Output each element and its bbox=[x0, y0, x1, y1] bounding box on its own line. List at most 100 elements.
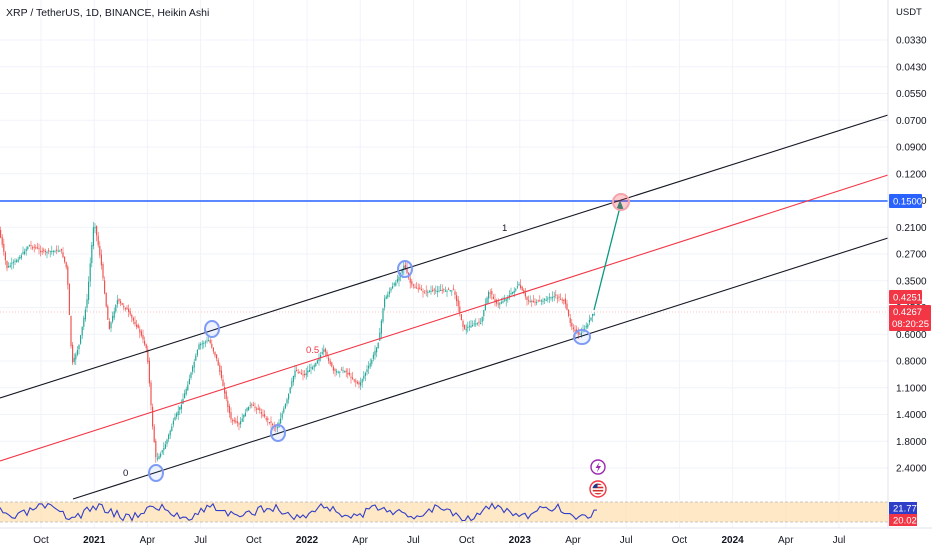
candle-body bbox=[433, 289, 435, 291]
candle-body bbox=[401, 269, 403, 273]
candle-body bbox=[515, 288, 517, 291]
candle-body bbox=[451, 290, 453, 292]
candle-body bbox=[195, 355, 197, 361]
candle-body bbox=[347, 372, 349, 375]
candle-body bbox=[209, 340, 211, 343]
candle-body bbox=[430, 290, 432, 292]
candle-body bbox=[585, 325, 587, 328]
candle-body bbox=[52, 250, 54, 252]
channel-mid-line[interactable] bbox=[0, 174, 889, 462]
candle-body bbox=[448, 288, 450, 290]
candle-body bbox=[248, 406, 250, 411]
candle-body bbox=[348, 372, 350, 375]
candle-body bbox=[65, 261, 67, 268]
us-flag-event-icon[interactable] bbox=[589, 480, 607, 498]
price-tick-label: 0.6000 bbox=[896, 330, 927, 341]
candle-body bbox=[571, 322, 573, 327]
channel-lower-line[interactable] bbox=[72, 237, 889, 500]
annotation-level-1: 1 bbox=[502, 223, 507, 234]
candle-body bbox=[296, 370, 298, 372]
candle-body bbox=[0, 229, 2, 238]
candle-body bbox=[539, 300, 541, 302]
candle-body bbox=[72, 344, 74, 363]
candle-body bbox=[94, 226, 96, 229]
candle-body bbox=[310, 367, 312, 369]
candle-body bbox=[291, 381, 293, 387]
projection-line[interactable] bbox=[593, 206, 621, 311]
candle-body bbox=[496, 300, 498, 304]
candle-body bbox=[480, 322, 482, 324]
candle-body bbox=[265, 418, 267, 420]
candle-body bbox=[110, 322, 112, 329]
target-marker[interactable] bbox=[612, 193, 630, 211]
time-tick-label: Jul bbox=[194, 535, 207, 546]
candle-body bbox=[324, 348, 326, 353]
price-tick-label: 0.2100 bbox=[896, 223, 927, 234]
channel-upper-line[interactable] bbox=[0, 114, 889, 399]
price-tag-level-text: 0.1500 bbox=[893, 197, 922, 208]
candle-body bbox=[260, 412, 262, 414]
candle-body bbox=[393, 283, 395, 286]
pivot-marker[interactable] bbox=[397, 260, 413, 278]
candle-body bbox=[363, 375, 365, 379]
candle-body bbox=[134, 321, 136, 325]
candle-body bbox=[552, 297, 554, 299]
rsi-tag-1 bbox=[889, 502, 917, 514]
pivot-marker[interactable] bbox=[573, 329, 591, 345]
candle-body bbox=[544, 299, 546, 301]
candle-body bbox=[459, 306, 461, 314]
price-tick-label: 0.3500 bbox=[896, 276, 927, 287]
candle-body bbox=[169, 430, 171, 436]
price-tag-current-text: 0.4267 bbox=[893, 307, 922, 318]
candle-body bbox=[315, 363, 317, 366]
rsi-line bbox=[0, 502, 598, 522]
candle-body bbox=[49, 251, 51, 253]
candle-body bbox=[340, 369, 342, 371]
candle-body bbox=[176, 413, 178, 417]
candle-body bbox=[214, 351, 216, 356]
candle-body bbox=[38, 248, 40, 250]
candle-body bbox=[428, 291, 430, 293]
candle-body bbox=[35, 247, 37, 249]
candle-body bbox=[464, 324, 466, 329]
candle-body bbox=[329, 360, 331, 365]
candle-body bbox=[3, 243, 5, 253]
candle-body bbox=[304, 374, 306, 376]
candle-body bbox=[139, 329, 141, 333]
candle-body bbox=[4, 252, 6, 261]
candle-body bbox=[478, 321, 480, 323]
candle-body bbox=[148, 360, 150, 384]
candle-body bbox=[566, 303, 568, 310]
candle-body bbox=[91, 244, 93, 264]
candle-body bbox=[326, 351, 328, 356]
candle-body bbox=[475, 323, 477, 325]
candle-body bbox=[350, 376, 352, 378]
candle-body bbox=[118, 299, 120, 302]
candle-body bbox=[36, 247, 38, 249]
time-axis[interactable]: Oct 2021 Apr Jul Oct 2022 Apr Jul Oct 2023 Apr Jul O… bbox=[0, 527, 932, 550]
candle-body bbox=[131, 314, 133, 318]
candle-body bbox=[537, 300, 539, 302]
candle-body bbox=[177, 411, 179, 415]
pivot-marker[interactable] bbox=[148, 464, 164, 482]
candle-body bbox=[320, 355, 322, 358]
candle-body bbox=[155, 440, 157, 458]
candle-body bbox=[89, 263, 91, 282]
candle-body bbox=[489, 292, 491, 294]
price-axis[interactable]: USDT 0.0330 0.0430 0.0550 0.0700 0.0900 0.120… bbox=[887, 0, 932, 528]
candle-body bbox=[40, 251, 42, 253]
candle-body bbox=[531, 300, 533, 302]
candle-body bbox=[187, 384, 189, 391]
dividends-flash-icon[interactable] bbox=[590, 459, 606, 475]
pivot-marker[interactable] bbox=[204, 320, 220, 338]
candle-body bbox=[97, 235, 99, 246]
candle-body bbox=[25, 248, 27, 252]
candle-body bbox=[240, 421, 242, 425]
candle-body bbox=[172, 420, 174, 425]
candle-body bbox=[222, 379, 224, 387]
pivot-marker[interactable] bbox=[270, 424, 286, 442]
candle-body bbox=[313, 365, 315, 368]
candle-body bbox=[32, 247, 34, 249]
candle-body bbox=[529, 301, 531, 303]
